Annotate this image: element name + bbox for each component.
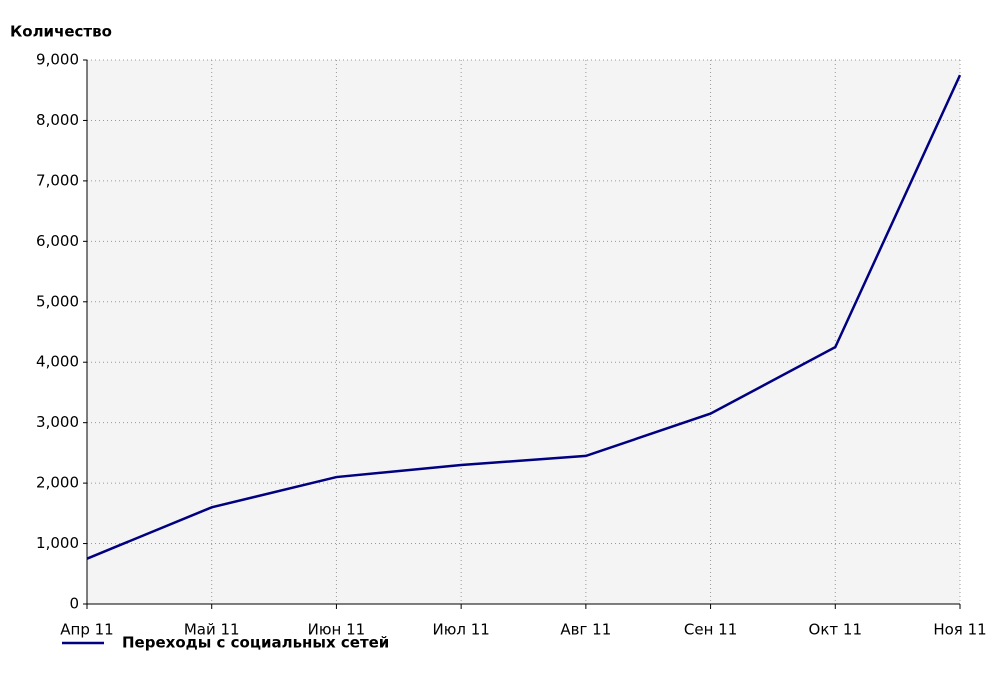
x-tick-label: Июл 11 xyxy=(432,621,489,639)
x-tick-label: Сен 11 xyxy=(684,621,737,639)
y-tick-label: 1,000 xyxy=(36,534,79,552)
y-tick-label: 6,000 xyxy=(36,232,79,250)
legend-label: Переходы с социальных сетей xyxy=(122,634,389,652)
data-line xyxy=(86,74,962,560)
x-tick-label: Июн 11 xyxy=(308,621,366,639)
y-tick-label: 5,000 xyxy=(36,292,79,310)
y-tick-label: 7,000 xyxy=(36,171,79,189)
y-tick-label: 8,000 xyxy=(36,111,79,129)
x-tick-label: Апр 11 xyxy=(60,621,113,639)
y-axis-label: Количество xyxy=(10,23,112,41)
y-tick-label: 4,000 xyxy=(36,353,79,371)
y-tick-label: 0 xyxy=(69,595,79,613)
y-tick-label: 3,000 xyxy=(36,413,79,431)
x-tick-label: Май 11 xyxy=(184,621,240,639)
x-tick-label: Ноя 11 xyxy=(933,621,986,639)
y-tick-label: 2,000 xyxy=(36,474,79,492)
plot-area xyxy=(87,60,960,604)
y-tick-label: 9,000 xyxy=(36,51,79,69)
x-tick-label: Окт 11 xyxy=(809,621,862,639)
x-tick-label: Авг 11 xyxy=(560,621,611,639)
